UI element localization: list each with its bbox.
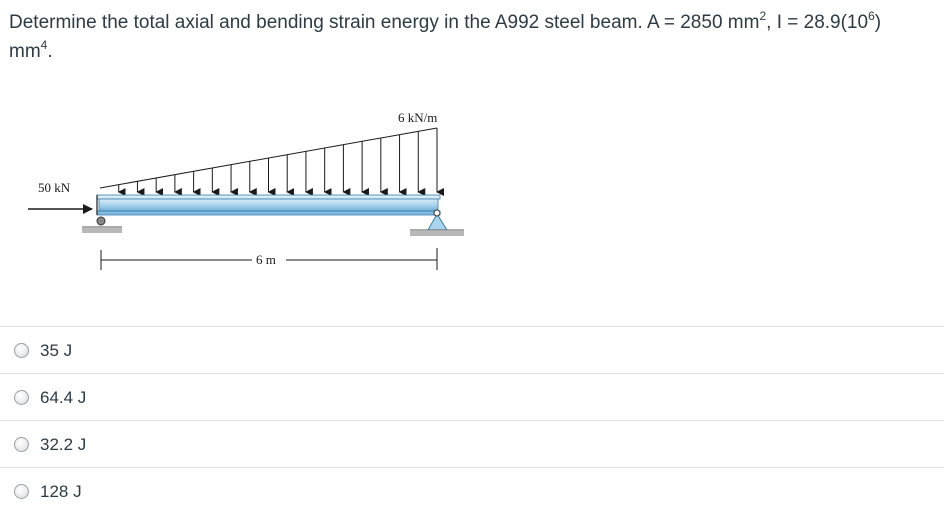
question-text: Determine the total axial and bending st…	[9, 8, 934, 66]
load-arrows	[117, 128, 444, 196]
answer-label[interactable]: 64.4 J	[40, 388, 87, 407]
superscript: 6	[868, 8, 875, 23]
superscript: 4	[40, 37, 48, 52]
radio-button[interactable]	[14, 390, 29, 405]
radio-button[interactable]	[14, 437, 29, 452]
answer-label[interactable]: 35 J	[40, 341, 73, 360]
pin-ground	[410, 231, 464, 236]
beam-bottom-flange	[96, 210, 441, 216]
roller-ground	[82, 228, 122, 233]
length-label: 6 m	[256, 252, 276, 267]
roller-support	[96, 216, 106, 226]
question-text-part: Determine the total axial and bending st…	[9, 12, 760, 33]
answer-list: 35 J 64.4 J 32.2 J 128 J	[0, 326, 944, 514]
answer-option[interactable]: 128 J	[0, 467, 944, 514]
question-text-part: )	[874, 12, 882, 33]
answer-option[interactable]: 35 J	[0, 326, 944, 373]
radio-button[interactable]	[14, 343, 29, 358]
radio-button[interactable]	[14, 484, 29, 499]
beam-top-flange	[96, 194, 441, 200]
load-label: 6 kN/m	[398, 110, 437, 125]
answer-option[interactable]: 32.2 J	[0, 420, 944, 467]
answer-label[interactable]: 128 J	[40, 482, 82, 501]
question-text-part: mm	[9, 41, 41, 62]
superscript: 2	[759, 8, 767, 23]
answer-label[interactable]: 32.2 J	[40, 435, 87, 454]
question-text-part: .	[47, 41, 53, 62]
question-text-part: , I = 28.9(10	[766, 12, 869, 33]
force-label: 50 kN	[38, 180, 71, 195]
answer-option[interactable]: 64.4 J	[0, 373, 944, 420]
beam-figure: 6 kN/m 50 kN 6 m	[0, 100, 944, 290]
beam-diagram: 6 kN/m 50 kN 6 m	[28, 110, 464, 270]
beam-web	[98, 198, 439, 212]
